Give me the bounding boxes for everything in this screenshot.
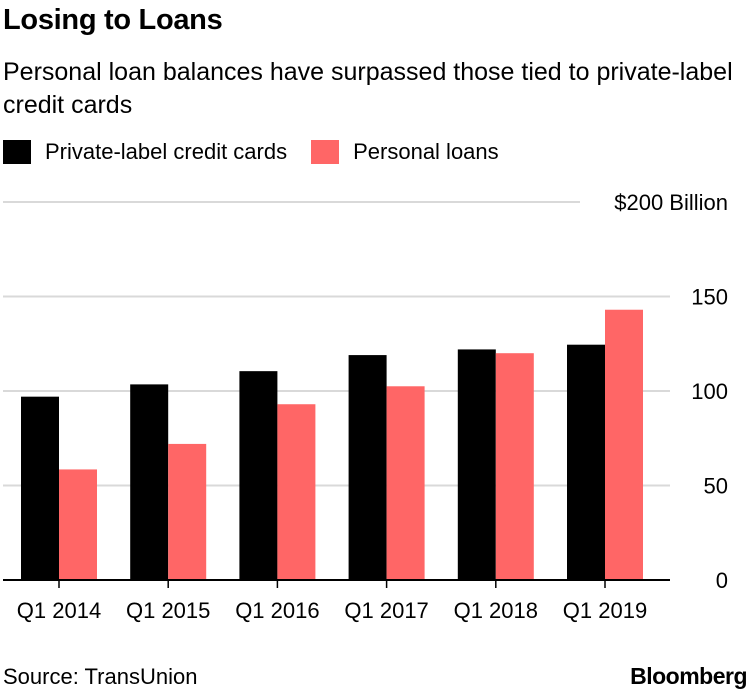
x-tick-label: Q1 2015 [126, 598, 210, 623]
x-tick-label: Q1 2019 [563, 598, 647, 623]
bloomberg-logo: Bloomberg [630, 663, 747, 689]
x-tick-label: Q1 2018 [454, 598, 538, 623]
bar-private-label [239, 371, 278, 580]
bar-personal-loans [605, 309, 643, 580]
y-tick-label: 50 [704, 474, 728, 499]
bar-personal-loans [59, 469, 97, 580]
source-note: Source: TransUnion [3, 664, 198, 689]
bar-private-label [130, 384, 169, 580]
bar-private-label [457, 349, 496, 580]
y-tick-label: 100 [691, 379, 728, 404]
chart-title: Losing to Loans [3, 4, 223, 36]
y-tick-label: 150 [691, 285, 728, 310]
legend-swatch-personal-loans [311, 140, 340, 164]
legend-label-private-label: Private-label credit cards [45, 139, 288, 164]
legend-label-personal-loans: Personal loans [353, 139, 499, 164]
chart-subtitle: Personal loan balances have surpassed th… [3, 58, 733, 119]
bar-private-label [21, 396, 59, 580]
bar-personal-loans [168, 443, 207, 580]
legend: Private-label credit cards Personal loan… [3, 137, 523, 167]
legend-swatch-private-label [3, 140, 31, 164]
x-tick-label: Q1 2017 [344, 598, 428, 623]
y-tick-label: 0 [716, 568, 728, 593]
bar-chart: 0 50 100 150 $200 Billion Q1 2014 Q1 2015 Q1 20… [3, 190, 728, 623]
bar-personal-loans [277, 404, 316, 580]
x-tick-label: Q1 2014 [17, 598, 101, 623]
bar-private-label [348, 355, 387, 580]
legend-item-private-label: Private-label credit cards [3, 139, 287, 165]
bar-personal-loans [495, 353, 534, 580]
bar-personal-loans [386, 386, 425, 580]
y-tick-label: $200 Billion [614, 190, 728, 215]
x-tick-label: Q1 2016 [235, 598, 319, 623]
bar-private-label [567, 344, 605, 580]
legend-item-personal-loans: Personal loans [311, 139, 499, 165]
